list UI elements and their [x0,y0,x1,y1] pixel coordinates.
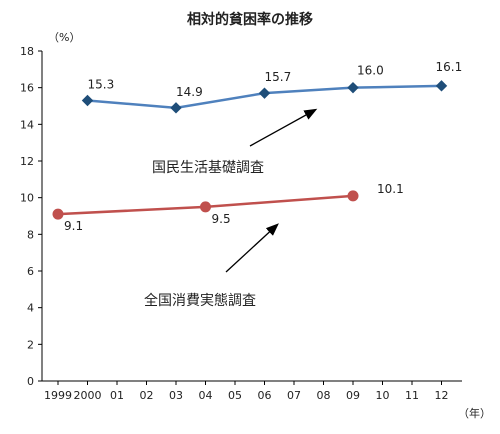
data-label: 9.1 [64,219,83,233]
x-tick-label: 11 [405,389,419,402]
annotation-arrow-upper [249,108,318,147]
data-point-marker [347,81,359,94]
data-point-marker [170,102,182,114]
x-tick-label: 03 [169,389,183,402]
x-tick-label: 05 [228,389,242,402]
data-label: 16.1 [436,60,463,74]
data-point-marker [81,94,94,107]
data-point-marker [347,190,359,202]
data-label: 9.5 [212,212,231,226]
x-tick-label: 12 [435,389,449,402]
data-label: 14.9 [176,85,203,99]
series-annotation-zenkoku: 全国消費実態調査 [144,292,256,309]
x-tick-label: 04 [199,389,213,402]
y-tick-label: 14 [20,118,34,131]
x-tick-label: 01 [110,389,124,402]
annotation-arrow-lower [225,223,279,273]
y-unit-label: （%） [48,31,80,44]
series-annotation-kokumin: 国民生活基礎調査 [152,159,264,176]
y-tick-label: 2 [27,338,34,351]
x-unit-label: （年） [458,406,491,420]
x-tick-label: 2000 [74,389,102,402]
y-tick-label: 8 [27,228,34,241]
x-tick-label: 07 [287,389,301,402]
data-point-marker [52,208,64,220]
y-tick-label: 4 [27,302,34,315]
y-tick-label: 18 [20,45,34,58]
x-tick-label: 08 [317,389,331,402]
x-tick-label: 1999 [44,389,72,402]
x-tick-label: 09 [346,389,360,402]
y-tick-label: 0 [27,375,34,388]
y-tick-label: 6 [27,265,34,278]
x-tick-label: 02 [140,389,154,402]
chart-title: 相対的貧困率の推移 [187,11,313,28]
data-label: 10.1 [377,182,404,196]
y-tick-label: 10 [20,192,34,205]
y-ticks: 0 2 4 6 8 10 12 14 16 18 [20,45,42,388]
data-point-marker [200,201,211,213]
x-ticks: 1999 2000 01 02 03 04 05 06 07 08 09 10 11 12 [44,381,449,402]
data-point-marker [435,80,448,92]
y-tick-label: 12 [20,155,34,168]
series-layer: 15.3 14.9 15.7 16.0 16.1 9.1 9.5 10.1 [52,60,463,233]
data-label: 15.3 [88,78,115,92]
x-tick-label: 06 [258,389,272,402]
x-tick-label: 10 [376,389,390,402]
data-label: 16.0 [357,64,384,78]
y-tick-label: 16 [20,82,34,95]
data-point-marker [258,87,271,99]
data-label: 15.7 [265,70,292,84]
